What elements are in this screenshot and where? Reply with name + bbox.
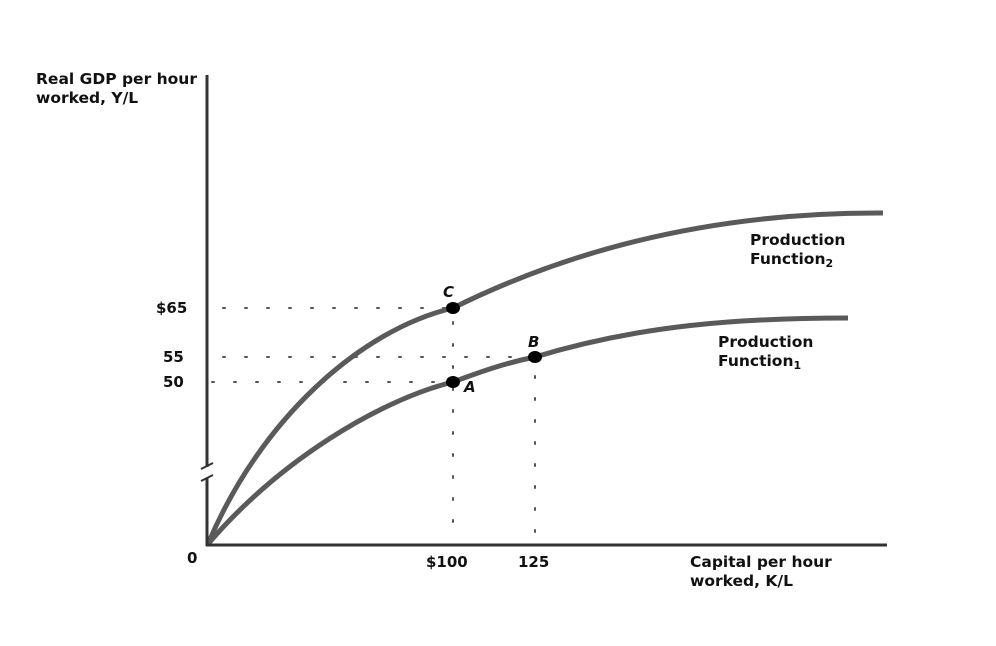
pf1-subscript: 1 xyxy=(793,359,802,372)
pf2-subscript: 2 xyxy=(825,257,834,270)
pf2-line1: Production xyxy=(750,231,846,249)
y-axis-label: Real GDP per hour worked, Y/L xyxy=(36,70,197,107)
point-c-marker xyxy=(446,302,460,314)
guide-lines xyxy=(211,307,536,533)
y-tick-55: 55 xyxy=(163,348,184,366)
x-axis-label: Capital per hour worked, K/L xyxy=(690,553,832,590)
origin-label: 0 xyxy=(187,549,198,567)
production-function-2-label: Production Function2 xyxy=(750,231,845,273)
y-tick-50: 50 xyxy=(163,373,184,391)
point-a-marker xyxy=(446,376,460,388)
y-axis-break-icon xyxy=(200,462,214,482)
point-c-label: C xyxy=(443,283,455,301)
pf1-line1: Production xyxy=(718,333,814,351)
x-tick-125: 125 xyxy=(518,553,550,571)
production-function-1-curve xyxy=(206,315,849,546)
point-b-marker xyxy=(528,351,542,363)
pf1-function-word: Function xyxy=(718,352,794,370)
point-b-label: B xyxy=(528,333,540,351)
pf2-function-word: Function xyxy=(750,250,826,268)
x-tick-100: $100 xyxy=(426,553,468,571)
pf1-line2: Function1 xyxy=(718,352,813,375)
pf2-line2: Function2 xyxy=(750,250,845,273)
axes xyxy=(205,75,887,547)
point-a-label: A xyxy=(464,378,476,396)
production-function-1-label: Production Function1 xyxy=(718,333,813,375)
data-points xyxy=(446,302,542,388)
y-tick-65: $65 xyxy=(156,299,188,317)
